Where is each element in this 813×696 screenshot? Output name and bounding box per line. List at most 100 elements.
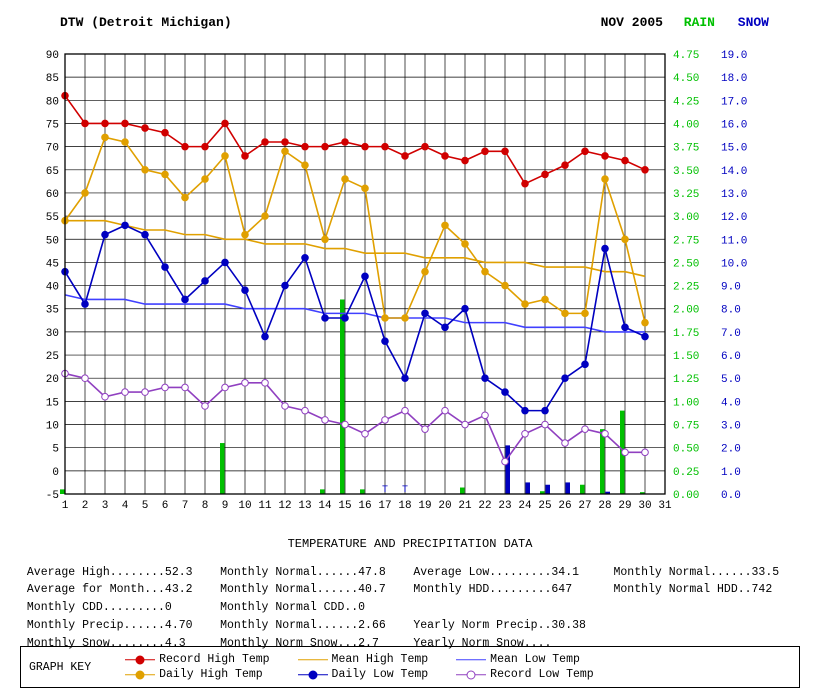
svg-text:19.0: 19.0: [721, 50, 747, 62]
svg-text:5.0: 5.0: [721, 374, 741, 386]
svg-text:3.0: 3.0: [721, 421, 741, 433]
legend-swatch: [456, 669, 486, 681]
svg-text:85: 85: [46, 73, 59, 85]
legend-columns: Record High Temp Daily High Temp Mean High…: [125, 653, 594, 681]
stats-row: Monthly CDD.........0 Monthly Normal CDD…: [20, 599, 800, 617]
svg-text:19: 19: [418, 500, 431, 512]
svg-text:75: 75: [46, 119, 59, 131]
legend-swatch: [456, 654, 486, 666]
stats-title: TEMPERATURE AND PRECIPITATION DATA: [20, 535, 800, 554]
legend-item-label: Record Low Temp: [490, 668, 594, 681]
legend-item-label: Mean High Temp: [332, 653, 429, 666]
svg-text:0.00: 0.00: [673, 490, 699, 502]
page-root: DTW (Detroit Michigan) NOV 2005 RAIN SNO…: [0, 0, 813, 696]
legend-item-label: Mean Low Temp: [490, 653, 580, 666]
legend-item: Mean High Temp: [298, 653, 429, 666]
svg-text:3.25: 3.25: [673, 189, 699, 201]
svg-text:3.75: 3.75: [673, 143, 699, 155]
svg-text:30: 30: [638, 500, 651, 512]
svg-text:7: 7: [182, 500, 189, 512]
svg-text:18: 18: [398, 500, 411, 512]
svg-text:15.0: 15.0: [721, 143, 747, 155]
svg-text:2.25: 2.25: [673, 282, 699, 294]
stats-rows: Average High........52.3 Monthly Normal.…: [20, 564, 800, 653]
legend-item: Daily High Temp: [125, 668, 269, 681]
svg-text:18.0: 18.0: [721, 73, 747, 85]
svg-text:5: 5: [142, 500, 149, 512]
svg-text:1.75: 1.75: [673, 328, 699, 340]
svg-text:20: 20: [46, 374, 59, 386]
svg-text:10: 10: [46, 421, 59, 433]
svg-text:40: 40: [46, 282, 59, 294]
legend-swatch: [298, 654, 328, 666]
temperature-precip-chart: 1234567891011121314151617181920212223242…: [20, 20, 800, 530]
chart-area: 1234567891011121314151617181920212223242…: [20, 20, 800, 530]
svg-text:26: 26: [558, 500, 571, 512]
svg-text:5: 5: [52, 444, 59, 456]
svg-text:0: 0: [52, 467, 59, 479]
svg-text:3.00: 3.00: [673, 212, 699, 224]
legend-item-label: Daily Low Temp: [332, 668, 429, 681]
svg-text:21: 21: [458, 500, 472, 512]
svg-text:0.25: 0.25: [673, 467, 699, 479]
legend-title: GRAPH KEY: [29, 661, 91, 674]
stats-row: Average High........52.3 Monthly Normal.…: [20, 564, 800, 582]
svg-text:23: 23: [498, 500, 511, 512]
svg-text:12: 12: [278, 500, 291, 512]
svg-text:25: 25: [538, 500, 551, 512]
svg-text:11: 11: [258, 500, 272, 512]
svg-text:35: 35: [46, 305, 59, 317]
svg-text:4.75: 4.75: [673, 50, 699, 62]
svg-text:65: 65: [46, 166, 59, 178]
legend-item: Mean Low Temp: [456, 653, 594, 666]
legend-item: Record Low Temp: [456, 668, 594, 681]
svg-text:17.0: 17.0: [721, 96, 747, 108]
svg-text:4.0: 4.0: [721, 397, 741, 409]
svg-text:8.0: 8.0: [721, 305, 741, 317]
stats-row: Monthly Precip......4.70 Monthly Normal.…: [20, 617, 800, 635]
svg-text:2.00: 2.00: [673, 305, 699, 317]
svg-text:10.0: 10.0: [721, 258, 747, 270]
svg-text:13: 13: [298, 500, 311, 512]
svg-text:24: 24: [518, 500, 532, 512]
svg-text:11.0: 11.0: [721, 235, 747, 247]
svg-text:70: 70: [46, 143, 59, 155]
svg-text:1.25: 1.25: [673, 374, 699, 386]
svg-text:30: 30: [46, 328, 59, 340]
legend-swatch: [125, 669, 155, 681]
svg-text:13.0: 13.0: [721, 189, 747, 201]
svg-text:55: 55: [46, 212, 59, 224]
stats-block: TEMPERATURE AND PRECIPITATION DATA Avera…: [20, 535, 800, 653]
svg-text:12.0: 12.0: [721, 212, 747, 224]
svg-text:14: 14: [318, 500, 332, 512]
svg-text:2.0: 2.0: [721, 444, 741, 456]
svg-text:1.00: 1.00: [673, 397, 699, 409]
svg-text:27: 27: [578, 500, 591, 512]
legend-swatch: [298, 669, 328, 681]
svg-text:4.50: 4.50: [673, 73, 699, 85]
legend-item: Record High Temp: [125, 653, 269, 666]
svg-text:3: 3: [102, 500, 109, 512]
svg-text:4.00: 4.00: [673, 119, 699, 131]
svg-text:1.50: 1.50: [673, 351, 699, 363]
svg-text:14.0: 14.0: [721, 166, 747, 178]
svg-text:29: 29: [618, 500, 631, 512]
svg-text:6.0: 6.0: [721, 351, 741, 363]
svg-text:15: 15: [338, 500, 351, 512]
svg-text:90: 90: [46, 50, 59, 62]
svg-text:2: 2: [82, 500, 89, 512]
svg-text:17: 17: [378, 500, 391, 512]
legend-item-label: Record High Temp: [159, 653, 269, 666]
svg-text:50: 50: [46, 235, 59, 247]
stats-row: Average for Month...43.2 Monthly Normal.…: [20, 581, 800, 599]
svg-text:7.0: 7.0: [721, 328, 741, 340]
svg-text:3.50: 3.50: [673, 166, 699, 178]
svg-text:16.0: 16.0: [721, 119, 747, 131]
svg-text:20: 20: [438, 500, 451, 512]
svg-text:-5: -5: [46, 490, 59, 502]
svg-text:0.0: 0.0: [721, 490, 741, 502]
svg-text:60: 60: [46, 189, 59, 201]
legend-box: GRAPH KEY Record High Temp Daily High Tem…: [20, 646, 800, 688]
svg-text:10: 10: [238, 500, 251, 512]
svg-text:4: 4: [122, 500, 129, 512]
